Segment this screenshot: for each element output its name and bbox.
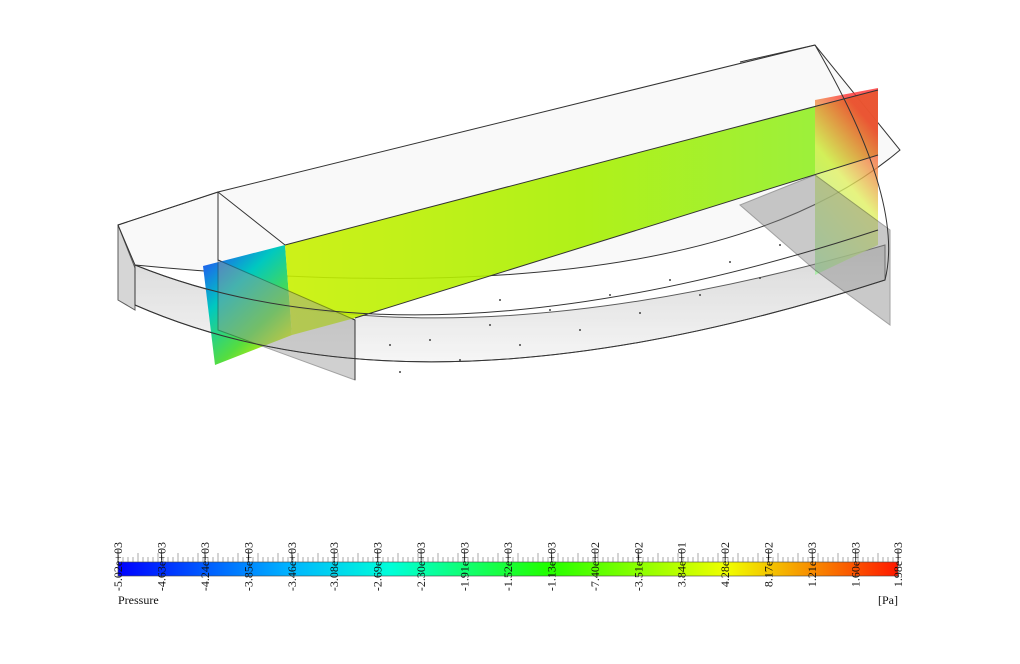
tick-label: -3.85e+03 (241, 542, 255, 591)
tick-label: -5.02e+03 (111, 542, 125, 591)
tick-label: -4.24e+03 (198, 542, 212, 591)
tick-label: -7.40e+02 (588, 542, 602, 591)
tick-label: 1.60e+03 (849, 542, 863, 587)
colorbar-unit: [Pa] (878, 593, 898, 607)
tick-label: -1.52e+03 (501, 542, 515, 591)
colorbar: Pressure [Pa] -5.02e+03 -4.63e+03 -4.24e+0… (111, 542, 905, 607)
tick-label: 1.98e+03 (891, 542, 905, 587)
tick-label: -3.08e+03 (327, 542, 341, 591)
tick-label: 4.28e+02 (718, 542, 732, 587)
tick-label: 8.17e+02 (761, 542, 775, 587)
tick-label: -2.30e+03 (414, 542, 428, 591)
tick-label: -1.91e+03 (458, 542, 472, 591)
tick-label: -1.13e+03 (544, 542, 558, 591)
tick-label: -2.69e+03 (371, 542, 385, 591)
tick-label: -3.51e+02 (631, 542, 645, 591)
tick-label: 3.84e+01 (675, 542, 689, 587)
tick-label: -4.63e+03 (154, 542, 168, 591)
colorbar-title: Pressure (118, 593, 159, 607)
tick-label: -3.46e+03 (285, 542, 299, 591)
tick-label: 1.21e+03 (805, 542, 819, 587)
geometry (117, 44, 901, 381)
